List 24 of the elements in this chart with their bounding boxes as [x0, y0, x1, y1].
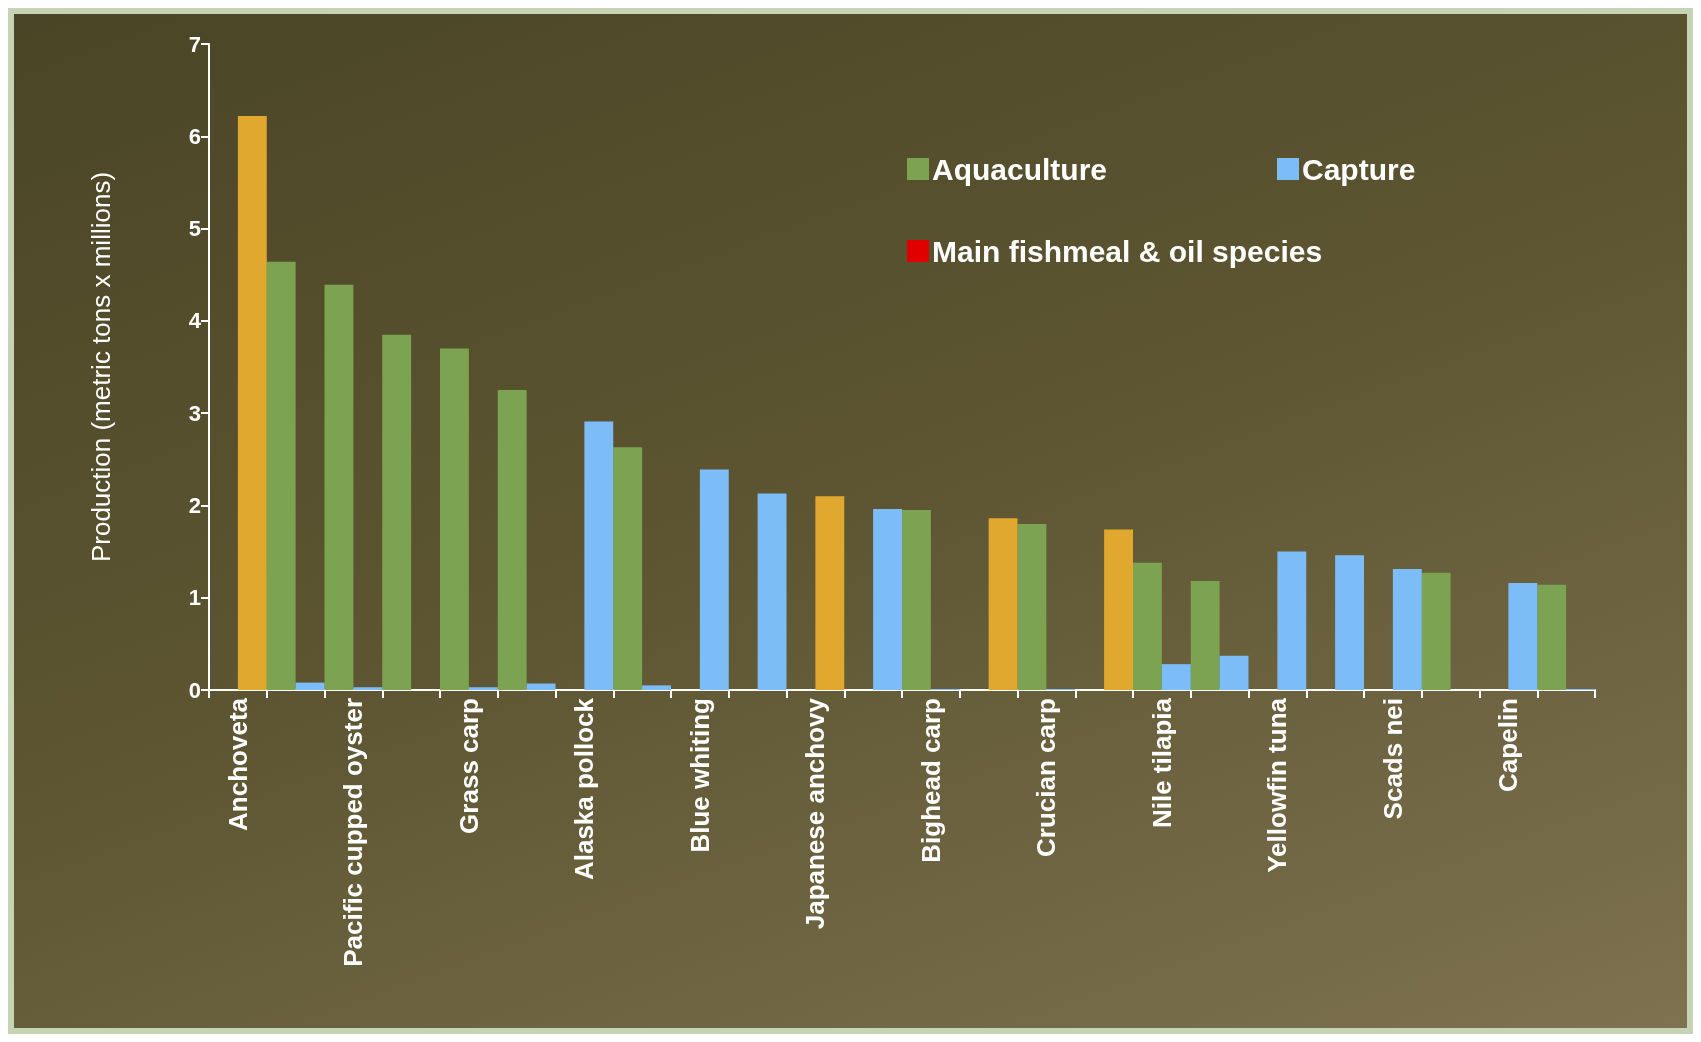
x-tick-label: Nile tilapia	[1146, 697, 1177, 829]
x-tick-label: Crucian carp	[1031, 698, 1062, 857]
x-tick-label: Blue whiting	[684, 698, 715, 853]
x-tick-label: Alaska pollock	[569, 697, 600, 881]
x-tick-label: Capelin	[1493, 698, 1524, 792]
legend-label: Capture	[1302, 152, 1416, 186]
y-tick-label: 6	[188, 123, 201, 149]
y-tick-label: 3	[188, 400, 201, 426]
legend-label: Main fishmeal & oil species	[932, 234, 1323, 268]
y-tick-label: 0	[188, 677, 201, 703]
y-tick-label: 1	[188, 585, 201, 611]
x-tick-label: Grass carp	[453, 698, 484, 834]
x-tick-label: Scads nei	[1377, 698, 1408, 820]
y-tick-label: 4	[188, 308, 202, 334]
y-tick-label: 7	[188, 31, 201, 57]
y-tick-label: 5	[188, 216, 201, 242]
x-tick-label: Anchoveta	[222, 697, 253, 831]
y-tick-label: 2	[188, 492, 201, 518]
legend-label: Aquaculture	[932, 152, 1108, 186]
x-tick-label: Yellowfin tuna	[1262, 697, 1293, 873]
y-axis-title: Production (metric tons x millions)	[86, 171, 116, 563]
x-tick-label: Bighead carp	[915, 698, 946, 863]
x-tick-label: Japanese anchovy	[800, 697, 831, 930]
x-tick-label: Pacific cupped oyster	[338, 698, 369, 967]
